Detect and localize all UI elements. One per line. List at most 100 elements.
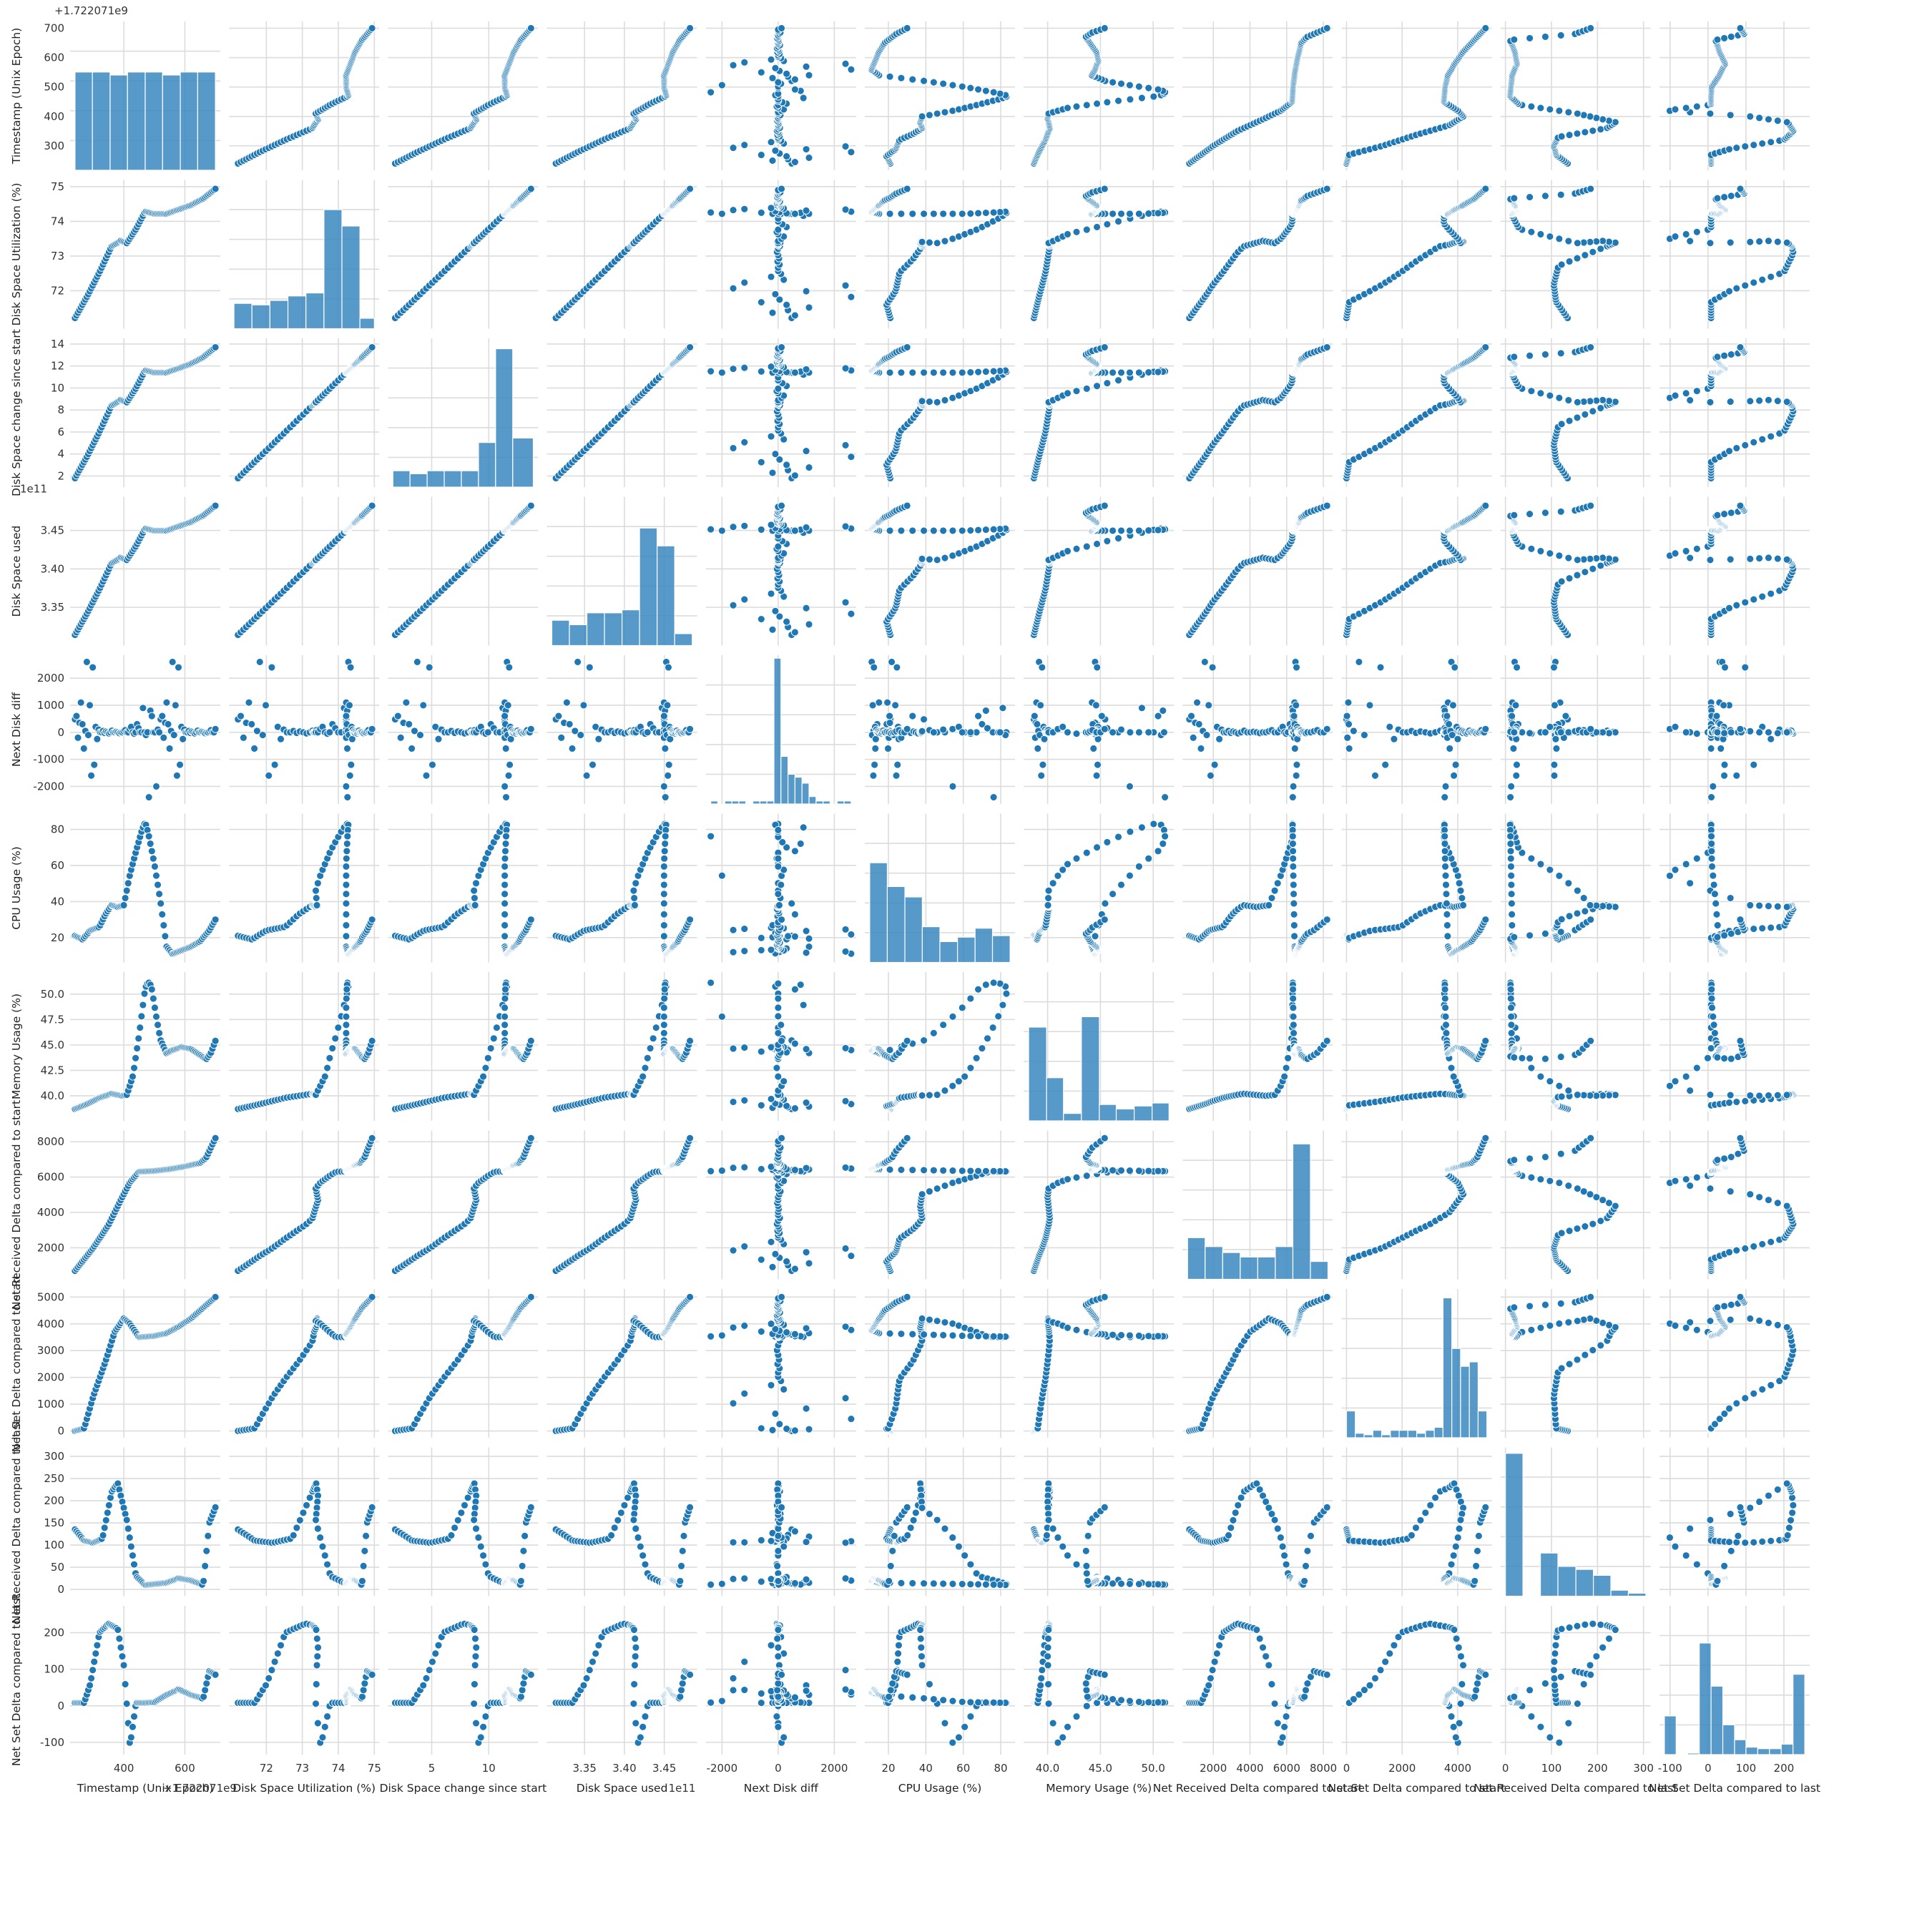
scatter-point: [925, 555, 933, 564]
cell-c-vs-m: [1024, 338, 1175, 487]
scatter-point: [1692, 102, 1701, 111]
gridlines: [1182, 180, 1333, 329]
scatter-point: [1550, 760, 1559, 769]
scatter-point: [1552, 745, 1561, 752]
scatter-point: [268, 663, 276, 672]
scatter-point: [661, 745, 670, 752]
scatter-point: [1526, 510, 1534, 519]
scatter-point: [841, 522, 850, 531]
histogram-bar: [657, 545, 675, 647]
scatter-point: [1589, 247, 1597, 256]
scatter-point: [1345, 745, 1353, 752]
cell-u-vs-cpu: [865, 180, 1015, 329]
scatter-point: [1732, 601, 1741, 609]
scatter-point: [422, 771, 431, 780]
y-tick-label: 14: [51, 338, 64, 350]
scatter-point: [707, 208, 715, 217]
scatter-point: [1755, 396, 1764, 405]
scatter-point: [526, 185, 535, 193]
scatter-point: [1125, 368, 1134, 377]
scatter-point: [778, 501, 786, 510]
scatter-point: [948, 368, 957, 377]
scatter-point: [871, 760, 879, 769]
scatter-point: [757, 367, 765, 376]
scatter-point: [740, 205, 749, 213]
scatter-point: [1450, 771, 1458, 780]
scatter-point: [1089, 745, 1098, 752]
scatter-point: [1671, 232, 1680, 241]
scatter-point: [888, 658, 896, 666]
scatter-point: [893, 663, 901, 672]
scatter-point: [504, 771, 513, 780]
scatter-point: [1355, 658, 1363, 666]
scatter-point: [1783, 555, 1791, 564]
scatter-point: [1727, 509, 1735, 517]
scatter-point: [886, 712, 894, 720]
scatter-point: [405, 720, 413, 728]
scatter-point: [1546, 549, 1554, 558]
scatter-point: [802, 287, 810, 295]
scatter-point: [925, 111, 933, 119]
scatter-point: [1556, 728, 1565, 737]
scatter-point: [1292, 771, 1300, 780]
y-tick-label: 6: [57, 426, 64, 438]
scatter-point: [1510, 194, 1519, 202]
scatter-point: [767, 589, 775, 598]
scatter-point: [1605, 397, 1613, 405]
scatter-point: [920, 368, 928, 377]
scatter-point: [1707, 793, 1715, 801]
scatter-point: [805, 303, 813, 312]
scatter-point: [413, 658, 421, 666]
cell-c-vs-cpu: [865, 338, 1015, 487]
scatter-point: [1556, 349, 1565, 358]
scatter-point: [1597, 562, 1605, 570]
scatter-point: [933, 556, 941, 564]
scatter-point: [1611, 555, 1619, 564]
scatter-point: [1344, 698, 1353, 707]
scatter-point: [868, 701, 877, 710]
scatter-point: [577, 731, 585, 740]
scatter-point: [1093, 99, 1102, 108]
cell-c-vs-u: [229, 338, 380, 487]
scatter-point: [1555, 551, 1564, 560]
scatter-point: [1082, 101, 1091, 109]
scatter-point: [1064, 547, 1072, 555]
scatter-point: [974, 85, 983, 94]
scatter-point: [740, 595, 749, 604]
y-tick-label: 3.45: [41, 524, 64, 537]
y-tick-label: 10: [51, 381, 64, 394]
scatter-point: [1114, 217, 1122, 226]
scatter-point: [434, 735, 443, 743]
scatter-point: [1290, 745, 1299, 752]
scatter-point: [1581, 128, 1589, 137]
scatter-point: [802, 145, 810, 154]
scatter-point: [1755, 554, 1764, 563]
scatter-point: [918, 397, 926, 406]
scatter-point: [1587, 24, 1595, 32]
scatter-point: [1564, 728, 1573, 737]
cell-s-vs-cpu: [865, 496, 1015, 646]
scatter-point: [416, 731, 424, 740]
scatter-point: [729, 523, 737, 531]
scatter-point: [981, 209, 990, 217]
cell-t-vs-cpu: [865, 21, 1015, 170]
histogram-bar: [773, 657, 782, 805]
scatter-point: [1100, 24, 1109, 32]
scatter-point: [729, 284, 737, 293]
scatter-point: [1137, 704, 1146, 712]
scatter-point: [920, 77, 928, 85]
scatter-point: [1692, 387, 1701, 396]
scatter-point: [996, 89, 1004, 98]
cell-t-vs-n: [705, 21, 856, 170]
scatter-point: [1082, 225, 1091, 234]
cell-t-vs-s: [546, 21, 697, 170]
scatter-point: [771, 607, 780, 615]
scatter-point: [1293, 663, 1301, 672]
scatter-point: [1579, 111, 1588, 119]
histogram-bar: [323, 209, 343, 330]
scatter-point: [1509, 745, 1518, 752]
cell-n-vs-r: [1182, 655, 1333, 804]
scatter-point: [1293, 760, 1301, 769]
scatter-point: [996, 367, 1004, 376]
scatter-point: [1037, 771, 1046, 780]
